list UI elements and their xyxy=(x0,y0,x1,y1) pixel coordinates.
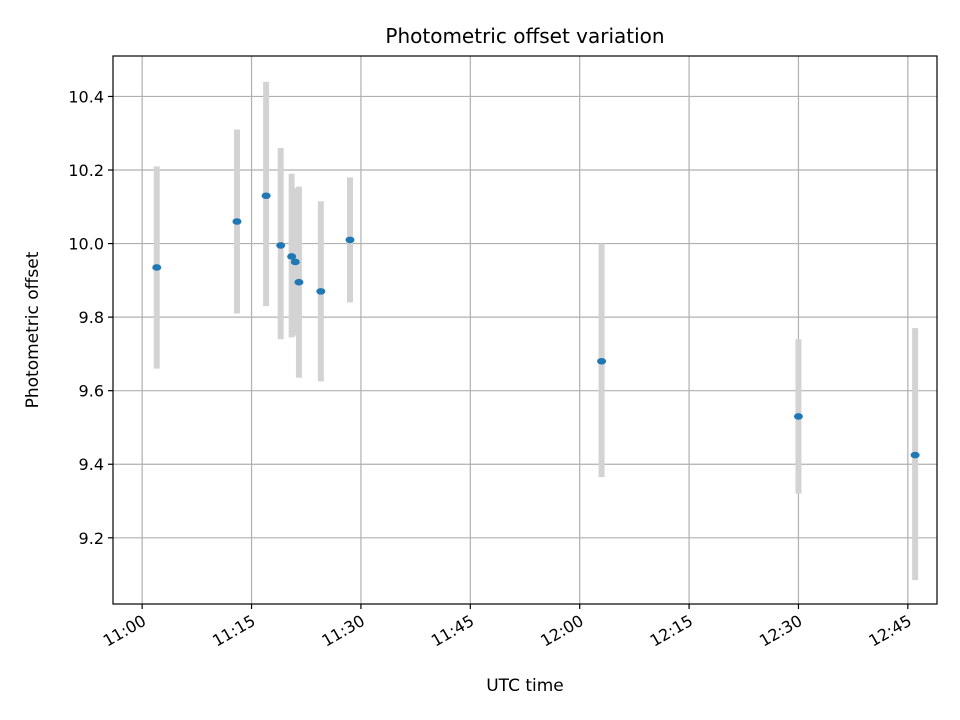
chart-title: Photometric offset variation xyxy=(385,24,664,48)
y-tick-label: 9.6 xyxy=(79,382,104,401)
grid xyxy=(113,56,937,604)
data-point xyxy=(294,278,304,286)
x-tick-label: 12:45 xyxy=(865,611,914,651)
data-point xyxy=(910,451,920,459)
y-tick-label: 10.2 xyxy=(68,161,104,180)
error-bars xyxy=(153,81,919,581)
y-tick-label: 9.8 xyxy=(79,308,104,327)
axis-ticks: 11:00 11:15 11:30 11:45 12:00 12:15 12:30 12:45… xyxy=(68,87,914,650)
data-point xyxy=(597,357,607,365)
x-tick-label: 11:15 xyxy=(209,611,258,651)
x-tick-label: 12:15 xyxy=(647,611,696,651)
x-tick-label: 11:45 xyxy=(428,611,477,651)
y-tick-label: 10.0 xyxy=(68,235,104,254)
x-tick-label: 11:30 xyxy=(318,611,367,651)
data-points xyxy=(152,192,920,459)
plot-frame xyxy=(112,55,938,605)
data-point xyxy=(316,288,326,295)
x-axis-label: UTC time xyxy=(486,676,564,696)
x-tick-label: 11:00 xyxy=(100,611,149,651)
data-point xyxy=(261,192,271,200)
x-tick-label: 12:30 xyxy=(756,611,805,651)
data-point xyxy=(290,258,300,266)
y-tick-label: 10.4 xyxy=(68,87,104,106)
data-point xyxy=(793,413,803,420)
data-point xyxy=(152,264,162,271)
data-point xyxy=(232,218,242,225)
y-axis-label: Photometric offset xyxy=(23,251,43,408)
x-tick-label: 12:00 xyxy=(537,611,586,651)
data-point xyxy=(345,236,355,244)
y-tick-label: 9.2 xyxy=(79,529,104,548)
y-tick-label: 9.4 xyxy=(79,455,104,474)
data-point xyxy=(287,253,297,260)
data-point xyxy=(276,242,286,249)
